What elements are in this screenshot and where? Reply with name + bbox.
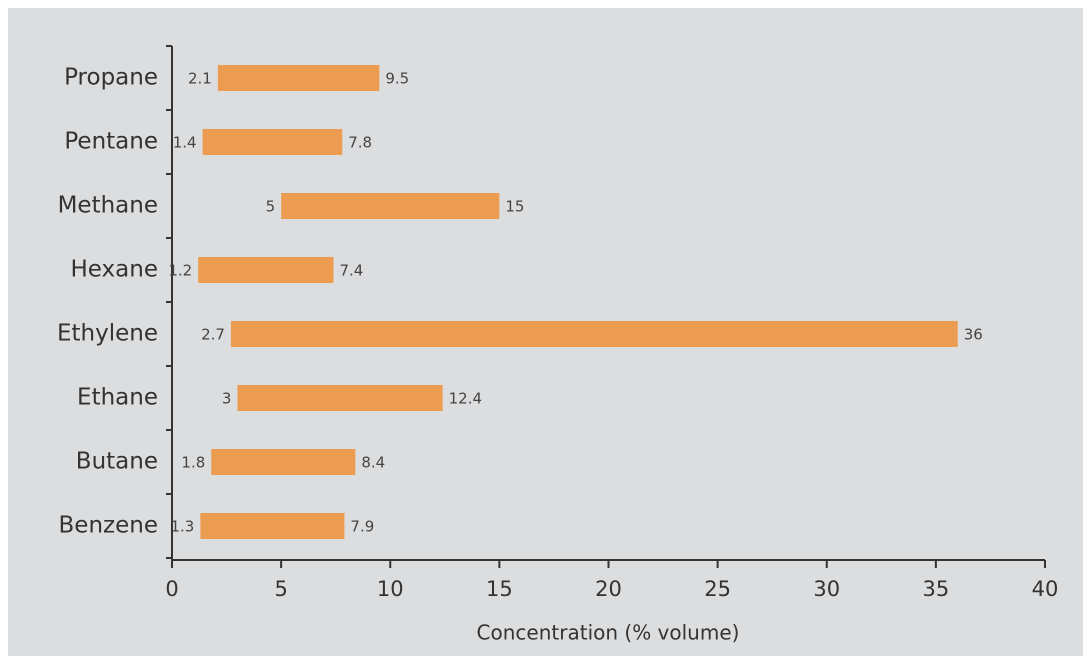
high-label: 36 [964, 326, 983, 344]
low-label: 1.2 [168, 262, 192, 280]
x-tick-label: 5 [274, 577, 287, 601]
x-tick-label: 10 [377, 577, 404, 601]
high-label: 7.9 [350, 518, 374, 536]
low-label: 2.1 [188, 70, 212, 88]
y-tick-label: Hexane [71, 257, 158, 283]
x-tick-label: 25 [704, 577, 731, 601]
y-tick-label: Ethane [77, 385, 158, 411]
y-tick-label: Benzene [59, 513, 158, 539]
bar [281, 193, 500, 219]
x-tick-label: 0 [165, 577, 178, 601]
high-label: 7.4 [340, 262, 364, 280]
bar [237, 385, 443, 411]
high-label: 8.4 [361, 454, 385, 472]
y-tick-label: Methane [58, 193, 158, 219]
y-tick-label: Pentane [64, 129, 158, 155]
high-label: 7.8 [348, 134, 372, 152]
y-tick-label: Propane [64, 65, 158, 91]
y-tick-label: Butane [76, 449, 158, 475]
x-tick-label: 20 [595, 577, 622, 601]
x-tick-label: 35 [923, 577, 950, 601]
low-label: 2.7 [201, 326, 225, 344]
x-tick-label: 15 [486, 577, 513, 601]
high-label: 12.4 [449, 390, 482, 408]
bar [200, 513, 345, 539]
low-label: 1.4 [173, 134, 197, 152]
bar [217, 65, 380, 91]
x-axis-title: Concentration (% volume) [477, 621, 740, 645]
low-label: 3 [222, 390, 232, 408]
y-tick-label: Ethylene [57, 321, 158, 347]
low-label: 1.3 [171, 518, 195, 536]
bar [230, 321, 958, 347]
x-tick-label: 30 [813, 577, 840, 601]
x-tick-label: 40 [1032, 577, 1059, 601]
bar [211, 449, 356, 475]
high-label: 15 [505, 198, 524, 216]
low-label: 5 [266, 198, 276, 216]
bar [202, 129, 343, 155]
low-label: 1.8 [181, 454, 205, 472]
high-label: 9.5 [385, 70, 409, 88]
bar [198, 257, 334, 283]
